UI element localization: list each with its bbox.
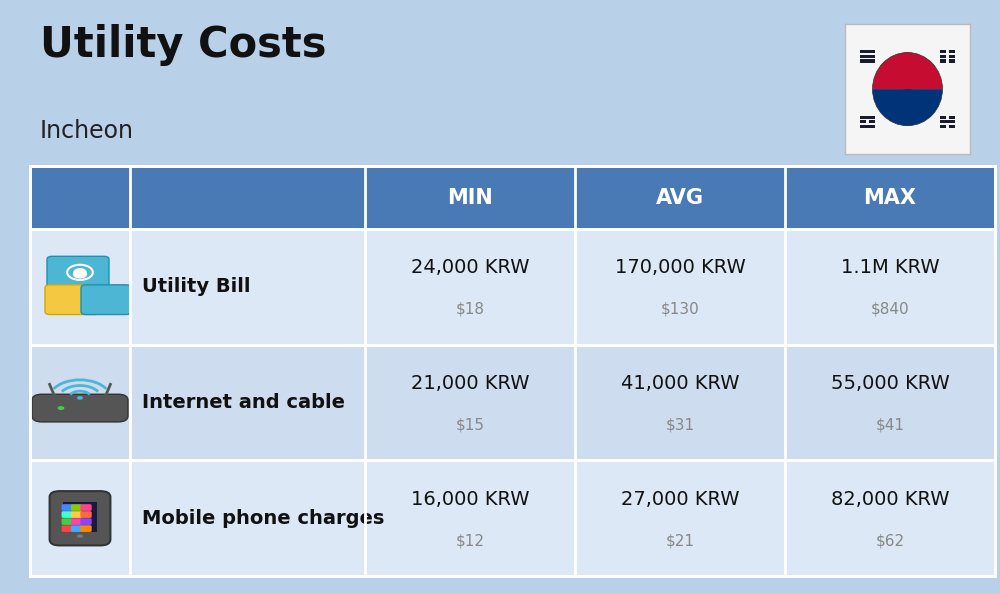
FancyBboxPatch shape (80, 511, 92, 518)
Text: 16,000 KRW: 16,000 KRW (411, 490, 529, 508)
FancyBboxPatch shape (80, 504, 92, 511)
Bar (940, 125, 946, 128)
Circle shape (76, 533, 84, 539)
Text: $12: $12 (456, 533, 484, 548)
Circle shape (890, 52, 925, 89)
FancyBboxPatch shape (80, 525, 92, 532)
FancyBboxPatch shape (47, 257, 109, 289)
Bar (860, 50, 875, 53)
FancyBboxPatch shape (71, 525, 82, 532)
FancyBboxPatch shape (50, 491, 110, 545)
Circle shape (74, 268, 86, 276)
FancyBboxPatch shape (62, 511, 73, 518)
Text: $15: $15 (456, 418, 484, 432)
FancyBboxPatch shape (30, 460, 995, 576)
Wedge shape (872, 52, 942, 89)
Bar (860, 55, 875, 58)
FancyBboxPatch shape (71, 511, 82, 518)
Circle shape (73, 270, 87, 279)
Bar (949, 55, 955, 58)
Bar (860, 120, 866, 124)
Text: 24,000 KRW: 24,000 KRW (411, 258, 529, 277)
Text: 55,000 KRW: 55,000 KRW (831, 374, 949, 393)
Text: 27,000 KRW: 27,000 KRW (621, 490, 739, 508)
Bar (869, 120, 875, 124)
Text: MAX: MAX (863, 188, 916, 207)
Text: 170,000 KRW: 170,000 KRW (615, 258, 745, 277)
Bar (860, 125, 875, 128)
Circle shape (67, 265, 93, 280)
FancyBboxPatch shape (63, 502, 97, 532)
Text: Mobile phone charges: Mobile phone charges (142, 509, 384, 527)
Text: $840: $840 (871, 302, 909, 317)
Text: 21,000 KRW: 21,000 KRW (411, 374, 529, 393)
Text: 82,000 KRW: 82,000 KRW (831, 490, 949, 508)
FancyBboxPatch shape (62, 518, 73, 525)
Bar (940, 55, 946, 58)
Text: $31: $31 (665, 418, 695, 432)
Bar (940, 50, 946, 53)
Circle shape (58, 406, 64, 410)
Bar (940, 116, 946, 119)
Bar (860, 116, 875, 119)
Text: $130: $130 (661, 302, 699, 317)
Text: $21: $21 (665, 533, 694, 548)
Wedge shape (872, 89, 942, 126)
Text: AVG: AVG (656, 188, 704, 207)
Bar (860, 59, 875, 62)
Bar (949, 50, 955, 53)
Bar (949, 59, 955, 62)
FancyBboxPatch shape (30, 229, 995, 345)
Text: $62: $62 (875, 533, 905, 548)
Text: Utility Costs: Utility Costs (40, 24, 326, 66)
Text: Utility Bill: Utility Bill (142, 277, 251, 296)
FancyBboxPatch shape (30, 345, 995, 460)
FancyBboxPatch shape (81, 285, 131, 315)
Bar (949, 116, 955, 119)
Text: MIN: MIN (447, 188, 493, 207)
Bar (949, 125, 955, 128)
Circle shape (77, 396, 83, 400)
FancyBboxPatch shape (71, 518, 82, 525)
Bar (940, 59, 946, 62)
FancyBboxPatch shape (71, 504, 82, 511)
Text: Incheon: Incheon (40, 119, 134, 143)
FancyBboxPatch shape (30, 166, 995, 229)
Text: Internet and cable: Internet and cable (142, 393, 345, 412)
FancyBboxPatch shape (45, 285, 99, 315)
Text: 41,000 KRW: 41,000 KRW (621, 374, 739, 393)
Text: $18: $18 (456, 302, 484, 317)
Bar (940, 120, 955, 124)
FancyBboxPatch shape (62, 525, 73, 532)
Text: 1.1M KRW: 1.1M KRW (841, 258, 939, 277)
FancyBboxPatch shape (32, 394, 128, 422)
Text: $41: $41 (876, 418, 904, 432)
FancyBboxPatch shape (80, 518, 92, 525)
FancyBboxPatch shape (62, 504, 73, 511)
Circle shape (890, 89, 925, 126)
